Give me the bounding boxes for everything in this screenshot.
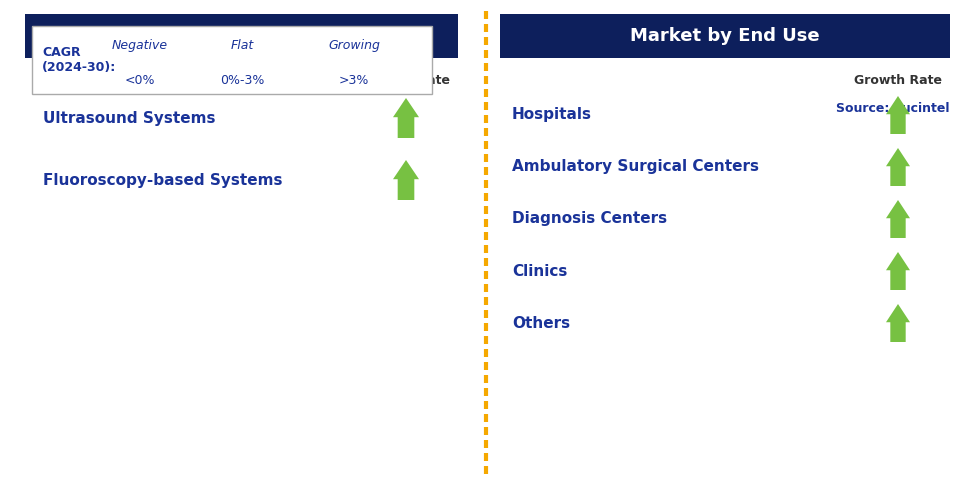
- Text: Growth Rate: Growth Rate: [362, 73, 450, 86]
- Text: Clinics: Clinics: [512, 264, 567, 279]
- Text: <0%: <0%: [125, 74, 156, 87]
- Text: Hospitals: Hospitals: [512, 107, 592, 122]
- Polygon shape: [886, 252, 910, 290]
- Text: Growth Rate: Growth Rate: [854, 73, 942, 86]
- Polygon shape: [886, 96, 910, 134]
- Polygon shape: [392, 49, 408, 77]
- Text: Ultrasound Systems: Ultrasound Systems: [43, 110, 215, 125]
- Polygon shape: [886, 148, 910, 186]
- Text: >3%: >3%: [339, 74, 369, 87]
- Text: Growing: Growing: [328, 39, 379, 52]
- Text: Market by Type: Market by Type: [163, 27, 319, 45]
- Text: Others: Others: [512, 316, 570, 331]
- Text: Flat: Flat: [231, 39, 254, 52]
- Polygon shape: [886, 200, 910, 238]
- FancyBboxPatch shape: [25, 14, 458, 58]
- Polygon shape: [886, 304, 910, 342]
- Text: CAGR: CAGR: [42, 45, 81, 58]
- Polygon shape: [393, 98, 419, 138]
- Polygon shape: [174, 49, 190, 77]
- Polygon shape: [393, 160, 419, 200]
- Text: 0%-3%: 0%-3%: [220, 74, 265, 87]
- Polygon shape: [262, 53, 298, 73]
- Text: Fluoroscopy-based Systems: Fluoroscopy-based Systems: [43, 173, 282, 187]
- FancyBboxPatch shape: [500, 14, 950, 58]
- Text: Source: Lucintel: Source: Lucintel: [837, 102, 950, 115]
- Text: Ambulatory Surgical Centers: Ambulatory Surgical Centers: [512, 160, 759, 174]
- Text: Diagnosis Centers: Diagnosis Centers: [512, 212, 667, 227]
- Text: Market by End Use: Market by End Use: [631, 27, 820, 45]
- FancyBboxPatch shape: [32, 26, 432, 94]
- Text: (2024-30):: (2024-30):: [42, 62, 116, 75]
- Text: Negative: Negative: [112, 39, 168, 52]
